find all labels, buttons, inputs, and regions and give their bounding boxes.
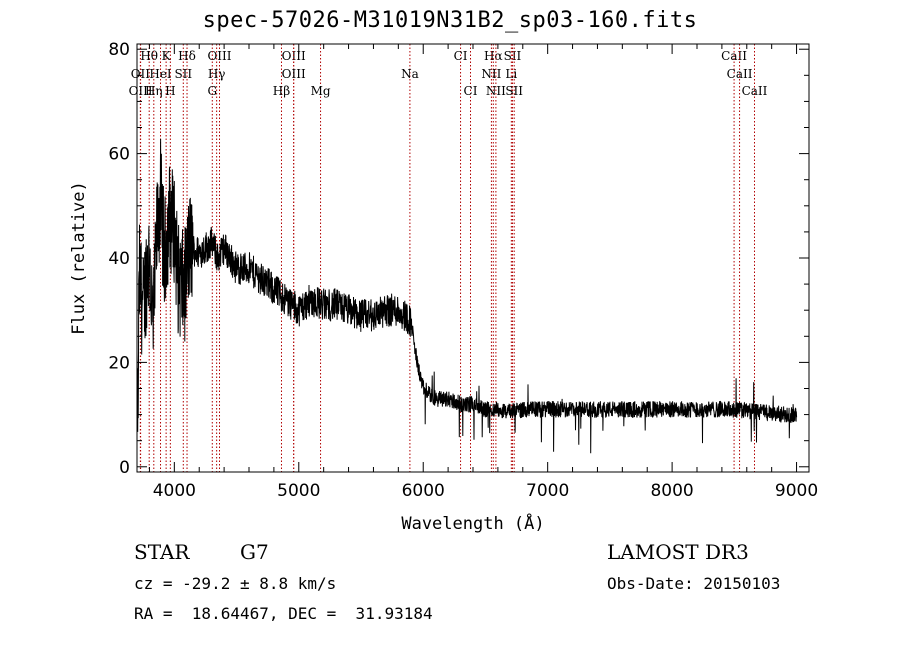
spectral-line-label: CaII [742,84,768,98]
spectral-line-label: Hθ [140,49,158,63]
spectral-line-label: NII [486,84,506,98]
coordinates-text: RA = 18.64467, DEC = 31.93184 [134,604,433,623]
spectral-line-label: G [207,84,217,98]
spectral-line-label: Hη [145,84,163,98]
spectral-line-label: HeI [149,67,172,81]
y-tick-label: 40 [108,249,130,269]
y-tick-label: 60 [108,145,130,165]
spectral-line-label: SII [504,49,522,63]
spectral-line-label: OIII [282,67,306,81]
spectral-line-label: Mg [311,84,331,98]
spectral-line-label: CaII [721,49,747,63]
spectral-line-label: OII [131,67,151,81]
object-class: STAR [134,540,190,564]
spectral-line-label: CaII [727,67,753,81]
x-axis-label: Wavelength (Å) [401,512,544,534]
y-tick-label: 0 [119,458,130,478]
x-tick-label: 6000 [402,481,445,501]
y-tick-label: 20 [108,353,130,373]
spectral-line-label: CI [454,49,468,63]
survey-name: LAMOST DR3 [607,540,749,564]
spectral-line-label: H [165,84,175,98]
x-tick-label: 5000 [277,481,320,501]
x-tick-label: 7000 [526,481,569,501]
y-axis-label: Flux (relative) [69,181,89,335]
spectral-line-label: Hα [484,49,503,63]
spectral-line-label: K [162,49,172,63]
spectral-line-label: OIII [129,84,153,98]
spectral-line-label: SII [505,84,523,98]
redshift-text: cz = -29.2 ± 8.8 km/s [134,574,337,593]
object-subclass: G7 [240,540,269,564]
spectral-line-label: NII [481,67,501,81]
x-tick-label: 8000 [650,481,693,501]
obs-date-text: Obs-Date: 20150103 [607,574,781,593]
y-tick-label: 80 [108,40,130,60]
spectral-line-label: Na [401,67,419,81]
x-tick-label: 4000 [153,481,196,501]
spectral-line-label: Hγ [208,67,226,81]
spectral-line-label: Hβ [273,84,290,98]
x-tick-label: 9000 [775,481,818,501]
chart-title: spec-57026-M31019N31B2_sp03-160.fits [202,8,698,33]
spectral-line-label: Hδ [178,49,196,63]
spectral-line-label: Li [505,67,517,81]
spectrum-line [136,138,798,454]
spectral-line-label: SII [174,67,192,81]
spectral-line-label: OIII [207,49,231,63]
spectral-line-label: CI [464,84,478,98]
